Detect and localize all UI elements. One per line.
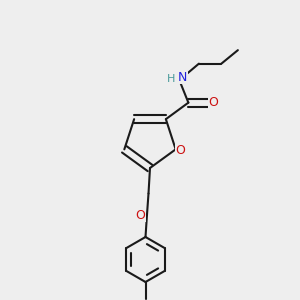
Text: N: N: [178, 71, 187, 84]
Text: O: O: [175, 144, 185, 157]
Text: H: H: [167, 74, 175, 84]
Text: O: O: [208, 96, 218, 109]
Text: O: O: [136, 208, 145, 222]
